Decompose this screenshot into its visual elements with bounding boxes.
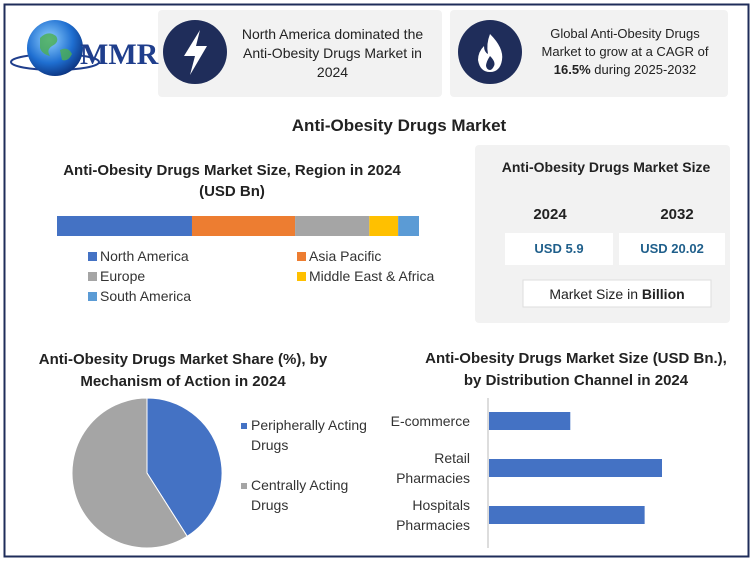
size-value: USD 20.02	[640, 241, 704, 256]
legend-label: North America	[100, 248, 189, 264]
legend-label: South America	[100, 288, 192, 304]
card-bg	[158, 10, 442, 97]
y-tick-label: E-commerce	[390, 413, 470, 429]
legend-swatch	[241, 483, 247, 489]
legend-swatch	[88, 292, 97, 301]
card-text: North America dominated the Anti-Obesity…	[241, 26, 424, 80]
card-text: during 2025-2032	[594, 62, 697, 77]
card-text: Global Anti-Obesity Drugs Market to grow…	[541, 26, 709, 59]
footer-box	[522, 279, 712, 308]
logo-land	[40, 33, 72, 61]
y-tick-label: Hospitals Pharmacies	[396, 497, 470, 533]
card-highlight: 16.5%	[553, 62, 591, 77]
panel-footer: Market Size in Billion	[523, 286, 711, 302]
legend-label: Asia Pacific	[309, 248, 382, 264]
card-bg	[450, 10, 728, 97]
flame-core	[486, 56, 495, 70]
logo-text: MMR	[80, 38, 159, 71]
panel-title: Anti-Obesity Drugs Market Size	[501, 159, 711, 175]
legend-swatch	[88, 272, 97, 281]
pie-slice	[71, 397, 188, 549]
flame-icon	[478, 34, 503, 72]
bar	[489, 506, 645, 524]
logo-globe	[27, 20, 83, 76]
legend-label: Peripherally Acting Drugs	[251, 417, 367, 453]
year-label: 2032	[660, 206, 694, 223]
footer-unit: Billion	[641, 286, 685, 302]
bar-segment	[57, 216, 192, 236]
chart-title: Anti-Obesity Drugs Market Size, Region i…	[63, 162, 401, 200]
value-box	[619, 233, 725, 265]
legend-label: Europe	[100, 268, 146, 284]
main-title: Anti-Obesity Drugs Market	[291, 116, 507, 135]
chart-title: Anti-Obesity Drugs Market Share (%), by …	[38, 351, 328, 390]
bar-segment	[191, 216, 296, 236]
value-box	[505, 233, 613, 265]
legend-swatch	[241, 423, 247, 429]
y-tick-label: Retail Pharmacies	[396, 450, 470, 486]
footer-text: Market Size in	[549, 286, 639, 302]
legend-swatch	[88, 252, 97, 261]
year-label: 2024	[533, 206, 567, 223]
card-text: Global Anti-Obesity Drugs Market to grow…	[535, 25, 715, 79]
size-value: USD 5.9	[534, 241, 584, 256]
legend-swatch	[297, 252, 306, 261]
bar-segment	[295, 216, 370, 236]
bar	[489, 412, 571, 430]
chart-title: Anti-Obesity Drugs Market Size (USD Bn.)…	[425, 350, 727, 389]
page-border	[3, 3, 750, 558]
legend-swatch	[297, 272, 306, 281]
bar	[489, 459, 662, 477]
bar-segment	[369, 216, 399, 236]
bar-segment	[398, 216, 419, 236]
legend-label: Centrally Acting Drugs	[251, 477, 349, 513]
lightning-icon	[184, 30, 207, 75]
legend-label: Middle East & Africa	[309, 268, 435, 284]
